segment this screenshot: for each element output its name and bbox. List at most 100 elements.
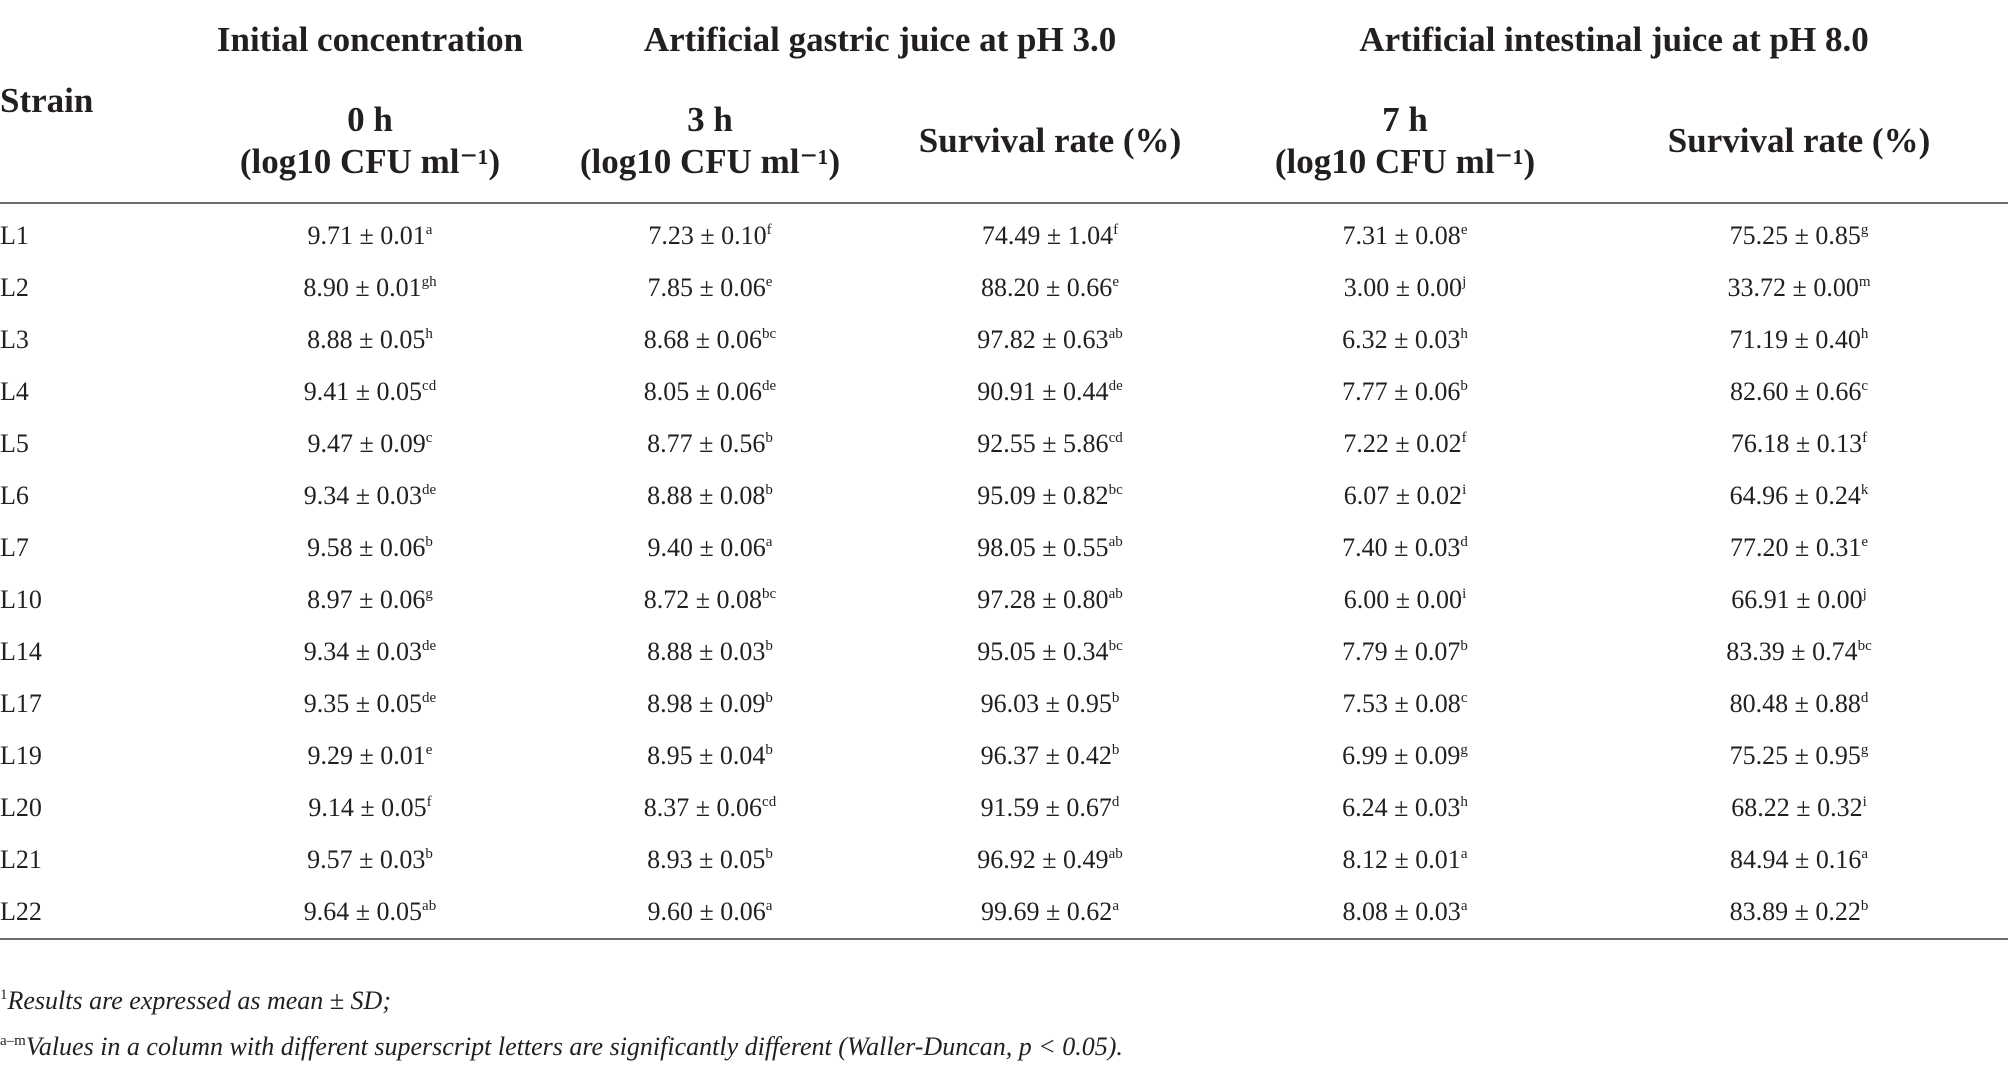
footnote-2-marker: a–m (0, 1033, 26, 1049)
table-row: L5 9.47 ± 0.09c 8.77 ± 0.56b 92.55 ± 5.86cd… (0, 418, 2008, 470)
strain-name-cell: L17 (0, 689, 42, 718)
time-7h-header: 7 h (log10 CFU ml⁻¹) (1220, 80, 1591, 204)
table-header: Strain Initial concentration Artificial … (0, 0, 2008, 204)
intestinal-7h-value: 6.07 ± 0.02 (1343, 481, 1463, 510)
table-row: L3 8.88 ± 0.05h 8.68 ± 0.06bc 97.82 ± 0.63a… (0, 314, 2008, 366)
intestinal-7h-cell: 7.22 ± 0.02f (1220, 418, 1590, 470)
gastric-3h-superscript: f (766, 222, 772, 238)
table-row: L2 8.90 ± 0.01gh 7.85 ± 0.06e 88.20 ± 0.66e… (0, 262, 2008, 314)
intestinal-survival-value: 80.48 ± 0.88 (1729, 689, 1861, 718)
intestinal-7h-superscript: h (1460, 794, 1468, 810)
table-body: L1 9.71 ± 0.01a 7.23 ± 0.10f 74.49 ± 1.04f 7… (0, 203, 2008, 940)
gastric-survival-value: 99.69 ± 0.62 (981, 897, 1113, 926)
gastric-3h-value: 8.72 ± 0.08 (643, 585, 763, 614)
intestinal-7h-value: 7.40 ± 0.03 (1342, 533, 1461, 562)
time-0h-unit: (log10 CFU ml⁻¹) (239, 142, 501, 181)
gastric-survival-superscript: ab (1108, 846, 1123, 862)
initial-0h-cell: 9.64 ± 0.05ab (200, 886, 540, 940)
strain-name-cell: L22 (0, 886, 200, 940)
intestinal-juice-header: Artificial intestinal juice at pH 8.0 (1359, 20, 1869, 59)
intestinal-survival-superscript: b (1860, 898, 1869, 914)
intestinal-survival-cell: 82.60 ± 0.66c (1590, 366, 2008, 418)
intestinal-survival-superscript: g (1860, 742, 1869, 758)
gastric-survival-value: 98.05 ± 0.55 (977, 533, 1109, 562)
intestinal-survival-cell: 64.96 ± 0.24k (1590, 470, 2008, 522)
gastric-survival-superscript: e (1112, 274, 1119, 290)
intestinal-survival-value: 64.96 ± 0.24 (1729, 481, 1861, 510)
time-3h-header: 3 h (log10 CFU ml⁻¹) (540, 80, 880, 204)
intestinal-7h-value: 6.24 ± 0.03 (1342, 793, 1461, 822)
gastric-survival-cell: 98.05 ± 0.55ab (880, 522, 1220, 574)
gastric-survival-value: 90.91 ± 0.44 (977, 377, 1109, 406)
initial-0h-cell: 9.57 ± 0.03b (200, 834, 540, 886)
footnote-1: 1Results are expressed as mean ± SD; (0, 975, 1123, 1021)
gastric-3h-value: 8.68 ± 0.06 (643, 325, 763, 354)
intestinal-7h-cell: 7.31 ± 0.08e (1220, 203, 1590, 262)
gastric-3h-value: 9.40 ± 0.06 (647, 533, 766, 562)
intestinal-7h-value: 7.79 ± 0.07 (1342, 637, 1461, 666)
initial-0h-cell: 9.47 ± 0.09c (200, 418, 540, 470)
intestinal-survival-value: 75.25 ± 0.95 (1729, 741, 1861, 770)
header-sub-row: 0 h (log10 CFU ml⁻¹) 3 h (log10 CFU ml⁻¹… (0, 80, 2008, 204)
gastric-survival-value: 97.82 ± 0.63 (977, 325, 1109, 354)
intestinal-7h-value: 7.77 ± 0.06 (1342, 377, 1461, 406)
intestinal-survival-cell: 77.20 ± 0.31e (1590, 522, 2008, 574)
gastric-3h-superscript: bc (762, 326, 777, 342)
intestinal-survival-cell: 66.91 ± 0.00j (1590, 574, 2008, 626)
intestinal-survival-superscript: i (1862, 794, 1867, 810)
intestinal-survival-superscript: k (1860, 482, 1869, 498)
intestinal-survival-superscript: m (1858, 274, 1871, 290)
initial-0h-value: 8.88 ± 0.05 (307, 325, 426, 354)
initial-0h-value: 9.41 ± 0.05 (303, 377, 423, 406)
strain-name-cell: L21 (0, 845, 42, 874)
gastric-survival-superscript: b (1111, 742, 1120, 758)
initial-0h-value: 9.34 ± 0.03 (303, 481, 423, 510)
gastric-survival-superscript: ab (1108, 586, 1123, 602)
gastric-3h-value: 7.85 ± 0.06 (647, 273, 766, 302)
intestinal-7h-superscript: i (1462, 586, 1467, 602)
intestinal-survival-superscript: h (1860, 326, 1869, 342)
gastric-3h-value: 8.98 ± 0.09 (647, 689, 766, 718)
intestinal-survival-cell: 83.39 ± 0.74bc (1590, 626, 2008, 678)
gastric-survival-superscript: ab (1108, 326, 1123, 342)
gastric-3h-cell: 9.60 ± 0.06a (540, 886, 880, 940)
gastric-3h-cell: 9.40 ± 0.06a (540, 522, 880, 574)
gastric-3h-value: 8.05 ± 0.06 (643, 377, 763, 406)
intestinal-7h-value: 8.12 ± 0.01 (1342, 845, 1461, 874)
footnotes: 1Results are expressed as mean ± SD; a–m… (0, 975, 1123, 1067)
gastric-3h-value: 8.95 ± 0.04 (647, 741, 766, 770)
initial-0h-value: 9.47 ± 0.09 (307, 429, 426, 458)
gastric-survival-cell: 90.91 ± 0.44de (880, 366, 1220, 418)
gastric-3h-superscript: b (765, 482, 773, 498)
gastric-3h-cell: 8.72 ± 0.08bc (540, 574, 880, 626)
gastric-survival-value: 96.37 ± 0.42 (980, 741, 1112, 770)
time-3h-label: 3 h (687, 100, 733, 139)
intestinal-survival-cell: 84.94 ± 0.16a (1590, 834, 2008, 886)
time-3h-unit: (log10 CFU ml⁻¹) (579, 142, 841, 181)
gastric-survival-value: 88.20 ± 0.66 (981, 273, 1113, 302)
intestinal-7h-cell: 6.07 ± 0.02i (1220, 470, 1590, 522)
gastric-survival-cell: 91.59 ± 0.67d (880, 782, 1220, 834)
intestinal-survival-cell: 68.22 ± 0.32i (1590, 782, 2008, 834)
gastric-survival-value: 95.09 ± 0.82 (977, 481, 1109, 510)
intestinal-survival-cell: 75.25 ± 0.85g (1590, 203, 2008, 262)
gastric-3h-value: 8.93 ± 0.05 (647, 845, 766, 874)
table-row: L4 9.41 ± 0.05cd 8.05 ± 0.06de 90.91 ± 0.44… (0, 366, 2008, 418)
initial-0h-superscript: de (422, 638, 437, 654)
gastric-survival-value: 96.92 ± 0.49 (977, 845, 1109, 874)
strain-name-cell: L2 (0, 273, 29, 302)
intestinal-survival-value: 83.39 ± 0.74 (1726, 637, 1858, 666)
time-0h-label: 0 h (347, 100, 393, 139)
initial-0h-value: 9.71 ± 0.01 (307, 221, 426, 250)
intestinal-survival-header: Survival rate (%) (1590, 80, 2008, 204)
gastric-3h-superscript: b (765, 690, 773, 706)
intestinal-survival-value: 75.25 ± 0.85 (1729, 221, 1861, 250)
gastric-3h-superscript: de (762, 378, 777, 394)
intestinal-7h-cell: 3.00 ± 0.00j (1220, 262, 1590, 314)
intestinal-survival-value: 82.60 ± 0.66 (1730, 377, 1862, 406)
intestinal-7h-value: 6.99 ± 0.09 (1342, 741, 1461, 770)
initial-0h-value: 8.97 ± 0.06 (307, 585, 426, 614)
gastric-3h-superscript: a (765, 898, 773, 914)
intestinal-survival-value: 77.20 ± 0.31 (1730, 533, 1862, 562)
intestinal-survival-superscript: a (1861, 846, 1868, 862)
